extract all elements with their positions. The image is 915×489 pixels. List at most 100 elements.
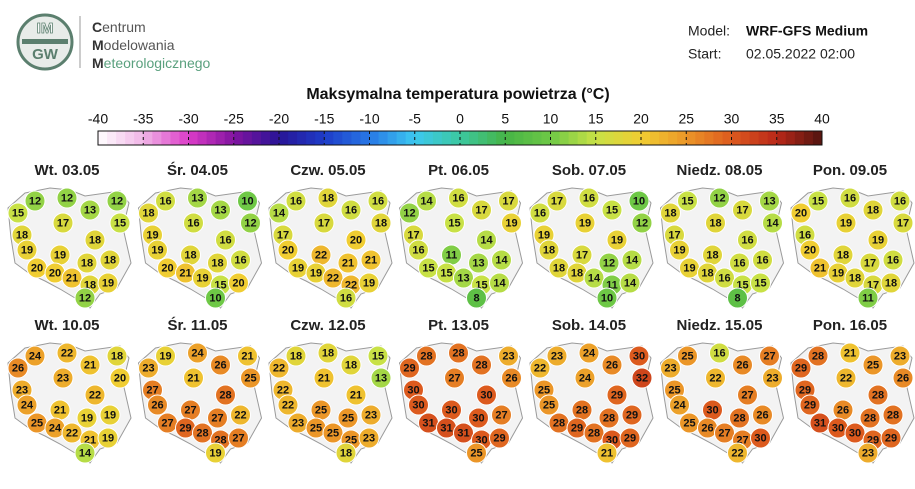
station-value: 30 — [633, 350, 645, 362]
station-marker — [183, 367, 204, 389]
station-value: 31 — [457, 427, 469, 439]
station-marker — [147, 239, 168, 261]
station-value: 13 — [191, 192, 203, 204]
station-marker — [56, 342, 78, 364]
station-value: 15 — [12, 207, 24, 219]
station-marker — [471, 354, 492, 376]
station-value: 28 — [576, 404, 588, 416]
colorbar-segment — [604, 131, 615, 145]
station-marker — [210, 354, 231, 376]
station-value: 28 — [812, 350, 824, 362]
station-value: 14 — [588, 272, 601, 284]
colorbar-segment — [342, 131, 352, 145]
station-marker — [574, 367, 596, 389]
station-value: 10 — [633, 195, 645, 207]
station-marker — [7, 357, 29, 379]
start-value: 02.05.2022 02:00 — [746, 46, 855, 62]
station-value: 21 — [814, 262, 826, 274]
colorbar-segment — [668, 131, 678, 145]
station-marker — [99, 249, 121, 271]
colorbar-segment — [387, 131, 398, 145]
station-value: 19 — [102, 277, 114, 289]
colorbar-segment — [731, 131, 742, 145]
station-marker — [210, 199, 231, 221]
station-value: 20 — [49, 267, 61, 279]
station-value: 23 — [142, 362, 154, 374]
station-value: 18 — [664, 207, 676, 219]
station-marker — [669, 239, 690, 261]
map-date: Pon. 09.05 — [813, 162, 887, 179]
station-value: 16 — [372, 195, 384, 207]
station-marker — [705, 367, 726, 389]
station-marker — [889, 190, 911, 212]
station-value: 12 — [713, 192, 725, 204]
station-value: 19 — [102, 432, 114, 444]
station-marker — [714, 422, 735, 444]
station-value: 14 — [79, 447, 92, 459]
station-value: 16 — [733, 257, 745, 269]
station-value: 18 — [290, 350, 302, 362]
station-value: 23 — [766, 372, 778, 384]
colorbar-label: -40 — [88, 111, 108, 127]
station-marker — [61, 267, 83, 289]
station-value: 22 — [89, 389, 101, 401]
station-marker — [52, 367, 74, 389]
station-marker — [476, 229, 497, 251]
station-value: 18 — [340, 447, 352, 459]
station-value: 28 — [475, 359, 487, 371]
station-value: 25 — [327, 427, 339, 439]
station-marker — [370, 212, 392, 234]
station-value: 30 — [706, 404, 718, 416]
colorbar-label: 5 — [501, 111, 509, 127]
station-value: 17 — [576, 249, 588, 261]
station-marker — [205, 287, 226, 309]
colorbar-label: -35 — [133, 111, 153, 127]
station-value: 28 — [733, 412, 745, 424]
station-value: 26 — [837, 404, 849, 416]
station-value: 21 — [365, 254, 377, 266]
station-value: 16 — [741, 234, 753, 246]
station-value: 22 — [61, 347, 73, 359]
station-value: 17 — [668, 229, 680, 241]
colorbar-segment — [134, 131, 144, 145]
map-date: Wt. 10.05 — [34, 317, 99, 334]
station-value: 25 — [683, 417, 695, 429]
station-marker — [835, 212, 857, 234]
colorbar-segment — [306, 131, 316, 145]
map-date: Niedz. 08.05 — [677, 162, 763, 179]
station-value: 13 — [214, 204, 226, 216]
station-value: 15 — [114, 217, 126, 229]
org-initial: M — [92, 37, 104, 53]
station-marker — [207, 407, 228, 429]
station-marker — [84, 384, 106, 406]
station-value: 21 — [350, 389, 362, 401]
station-value: 25 — [31, 417, 43, 429]
station-marker — [598, 407, 620, 429]
station-value: 16 — [234, 254, 246, 266]
station-value: 19 — [104, 409, 116, 421]
station-value: 31 — [440, 422, 452, 434]
station-value: 30 — [849, 427, 861, 439]
station-value: 20 — [282, 244, 294, 256]
colorbar-segment — [107, 131, 117, 145]
station-value: 18 — [571, 267, 583, 279]
station-marker — [546, 345, 568, 367]
org-rest: entrum — [102, 19, 146, 35]
colorbar-segment — [622, 131, 633, 145]
station-marker — [52, 212, 74, 234]
station-marker — [268, 357, 290, 379]
station-value: 28 — [588, 427, 600, 439]
logo: IM GW — [16, 13, 74, 71]
station-marker — [598, 252, 620, 274]
station-value: 29 — [804, 399, 816, 411]
station-marker — [529, 202, 551, 224]
station-value: 17 — [864, 257, 876, 269]
colorbar-label: -20 — [269, 111, 289, 127]
colorbar-segment — [450, 131, 461, 145]
station-marker — [729, 407, 750, 429]
colorbar-segment — [713, 131, 723, 145]
station-marker — [155, 345, 176, 367]
station-marker — [205, 442, 226, 464]
